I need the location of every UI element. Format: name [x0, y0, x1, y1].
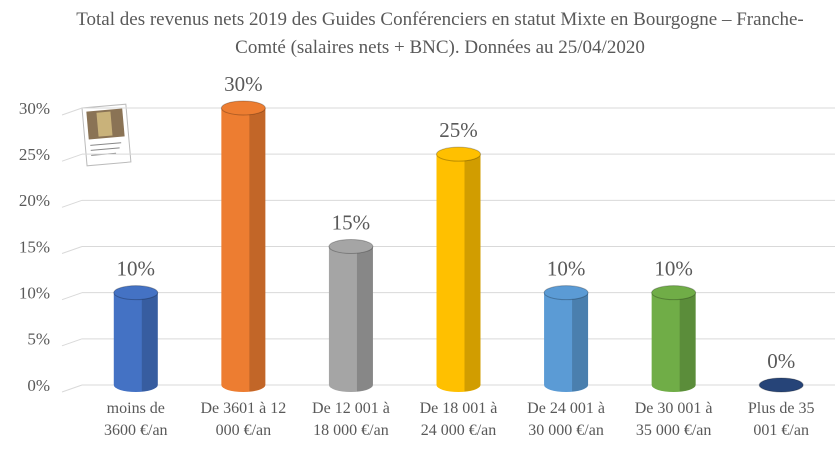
bar-top — [544, 286, 588, 300]
x-tick-label: Plus de 35 001 €/an — [738, 398, 824, 442]
x-tick-label: De 3601 à 12 000 €/an — [200, 398, 286, 442]
data-label: 25% — [439, 118, 478, 142]
x-tick-label: De 18 001 à 24 000 €/an — [416, 398, 502, 442]
grid-line — [62, 293, 82, 300]
bar-top — [759, 378, 803, 392]
data-label: 10% — [117, 256, 156, 280]
y-tick-label: 25% — [19, 145, 50, 164]
grid-line — [62, 339, 82, 346]
bar-top — [221, 101, 265, 115]
y-tick-label: 20% — [19, 191, 50, 210]
bar-top — [114, 286, 158, 300]
y-tick-label: 5% — [27, 330, 50, 349]
grid-line — [62, 247, 82, 254]
grid-line — [62, 108, 82, 115]
bar-shade — [465, 154, 481, 391]
bar-top — [437, 147, 481, 161]
x-tick-label: moins de 3600 €/an — [93, 398, 179, 442]
bar-shade — [142, 293, 158, 392]
data-label: 15% — [332, 210, 371, 234]
data-label: 10% — [547, 256, 586, 280]
thumbnail — [82, 104, 131, 166]
y-tick-label: 0% — [27, 376, 50, 395]
chart-title: Total des revenus nets 2019 des Guides C… — [70, 6, 810, 62]
bar-shade — [680, 293, 696, 392]
y-tick-label: 15% — [19, 237, 50, 256]
bar-top — [652, 286, 696, 300]
data-label: 30% — [224, 72, 263, 96]
bar-top — [329, 240, 373, 254]
x-tick-label: De 30 001 à 35 000 €/an — [631, 398, 717, 442]
x-tick-label: De 24 001 à 30 000 €/an — [523, 398, 609, 442]
grid-line — [62, 154, 82, 161]
data-label: 0% — [767, 349, 795, 373]
chart: 0% 5% 10% 15% 20% 25% 30% 10% 30% 15% 25% 10% 10%0% … — [0, 0, 837, 465]
bar-shade — [249, 108, 265, 392]
grid-line — [62, 200, 82, 207]
bar-shade — [572, 293, 588, 392]
x-tick-label: De 12 001 à 18 000 €/an — [308, 398, 394, 442]
bar-shade — [357, 247, 373, 392]
data-label: 10% — [654, 256, 693, 280]
y-tick-label: 10% — [19, 284, 50, 303]
grid-line — [62, 385, 82, 392]
y-tick-label: 30% — [19, 99, 50, 118]
chart-canvas: 0% 5% 10% 15% 20% 25% 30% 10% 30% 15% 25% 10% 10% 0% — [0, 0, 837, 465]
